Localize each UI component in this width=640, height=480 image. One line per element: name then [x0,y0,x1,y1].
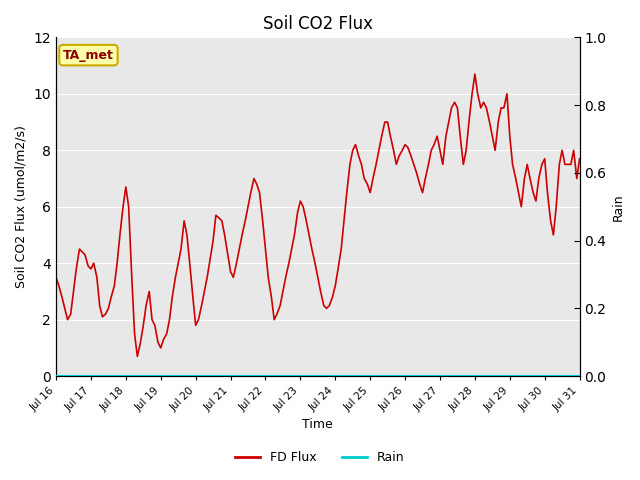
Title: Soil CO2 Flux: Soil CO2 Flux [263,15,373,33]
Y-axis label: Rain: Rain [612,193,625,220]
Text: TA_met: TA_met [63,48,114,61]
Legend: FD Flux, Rain: FD Flux, Rain [230,446,410,469]
X-axis label: Time: Time [303,419,333,432]
Y-axis label: Soil CO2 Flux (umol/m2/s): Soil CO2 Flux (umol/m2/s) [15,125,28,288]
